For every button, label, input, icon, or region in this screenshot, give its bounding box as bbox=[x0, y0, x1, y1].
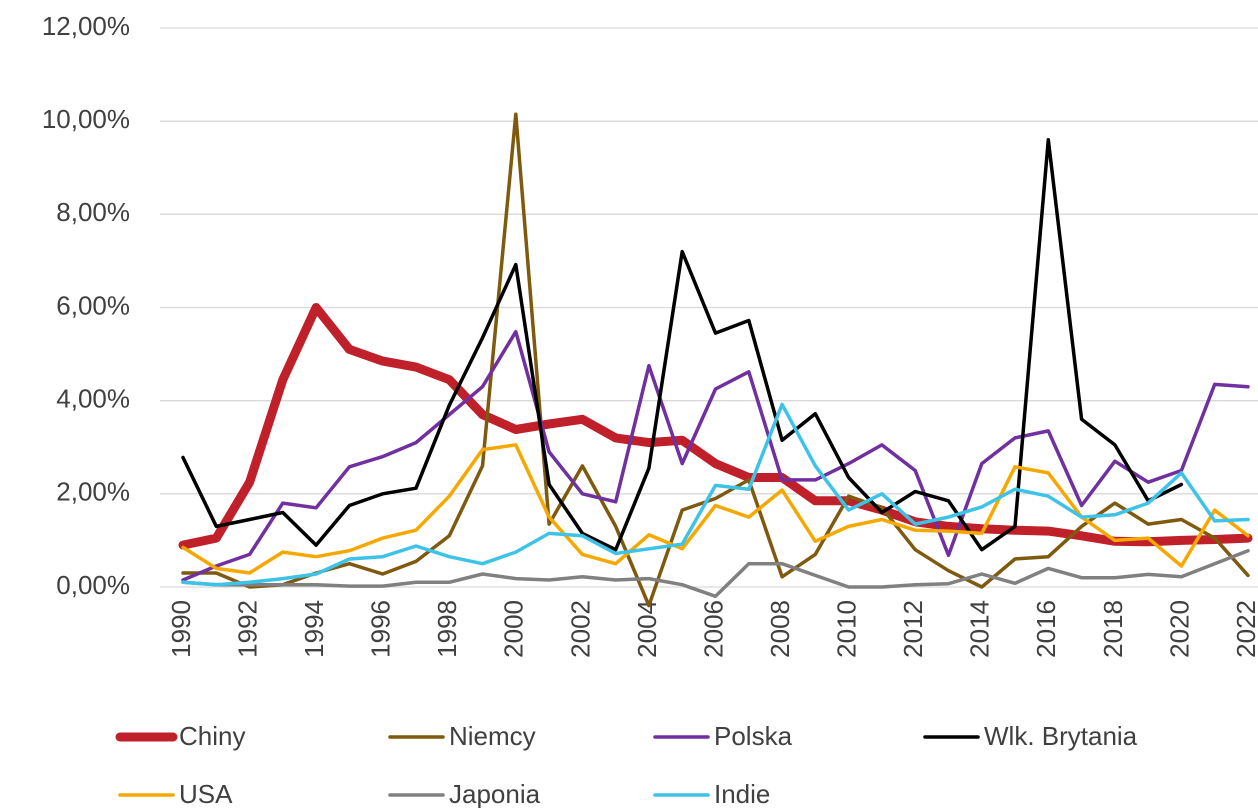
series-line bbox=[181, 402, 1250, 587]
y-tick-label: 2,00% bbox=[56, 477, 130, 507]
legend-label: USA bbox=[179, 779, 233, 808]
x-tick-label: 1992 bbox=[232, 600, 262, 658]
series-line bbox=[181, 138, 1184, 552]
series-line bbox=[181, 548, 1250, 599]
x-tick-label: 2006 bbox=[698, 600, 728, 658]
legend-label: Wlk. Brytania bbox=[984, 721, 1138, 751]
x-tick-label: 1990 bbox=[166, 600, 196, 658]
x-tick-label: 2004 bbox=[632, 600, 662, 658]
series-line bbox=[181, 443, 1250, 575]
legend-label: Niemcy bbox=[449, 721, 536, 751]
legend-label: Polska bbox=[714, 721, 793, 751]
y-tick-label: 6,00% bbox=[56, 290, 130, 320]
x-tick-label: 1994 bbox=[299, 600, 329, 658]
x-tick-label: 2002 bbox=[565, 600, 595, 658]
legend-label: Indie bbox=[714, 779, 770, 808]
x-tick-label: 2012 bbox=[898, 600, 928, 658]
x-tick-label: 2008 bbox=[765, 600, 795, 658]
x-tick-label: 2016 bbox=[1031, 600, 1061, 658]
series-line bbox=[181, 112, 1250, 608]
y-tick-label: 10,00% bbox=[42, 104, 130, 134]
y-tick-label: 8,00% bbox=[56, 197, 130, 227]
y-tick-label: 12,00% bbox=[42, 11, 130, 41]
legend-label: Chiny bbox=[179, 721, 245, 751]
x-tick-label: 2020 bbox=[1164, 600, 1194, 658]
x-tick-label: 1998 bbox=[432, 600, 462, 658]
x-tick-label: 2014 bbox=[965, 600, 995, 658]
x-tick-label: 2010 bbox=[832, 600, 862, 658]
x-tick-label: 2018 bbox=[1098, 600, 1128, 658]
series-line bbox=[181, 329, 1250, 582]
x-tick-label: 2000 bbox=[499, 600, 529, 658]
x-tick-label: 1996 bbox=[366, 600, 396, 658]
y-tick-label: 0,00% bbox=[56, 570, 130, 600]
y-tick-label: 4,00% bbox=[56, 384, 130, 414]
x-tick-label: 2022 bbox=[1231, 600, 1258, 658]
legend-label: Japonia bbox=[449, 779, 541, 808]
